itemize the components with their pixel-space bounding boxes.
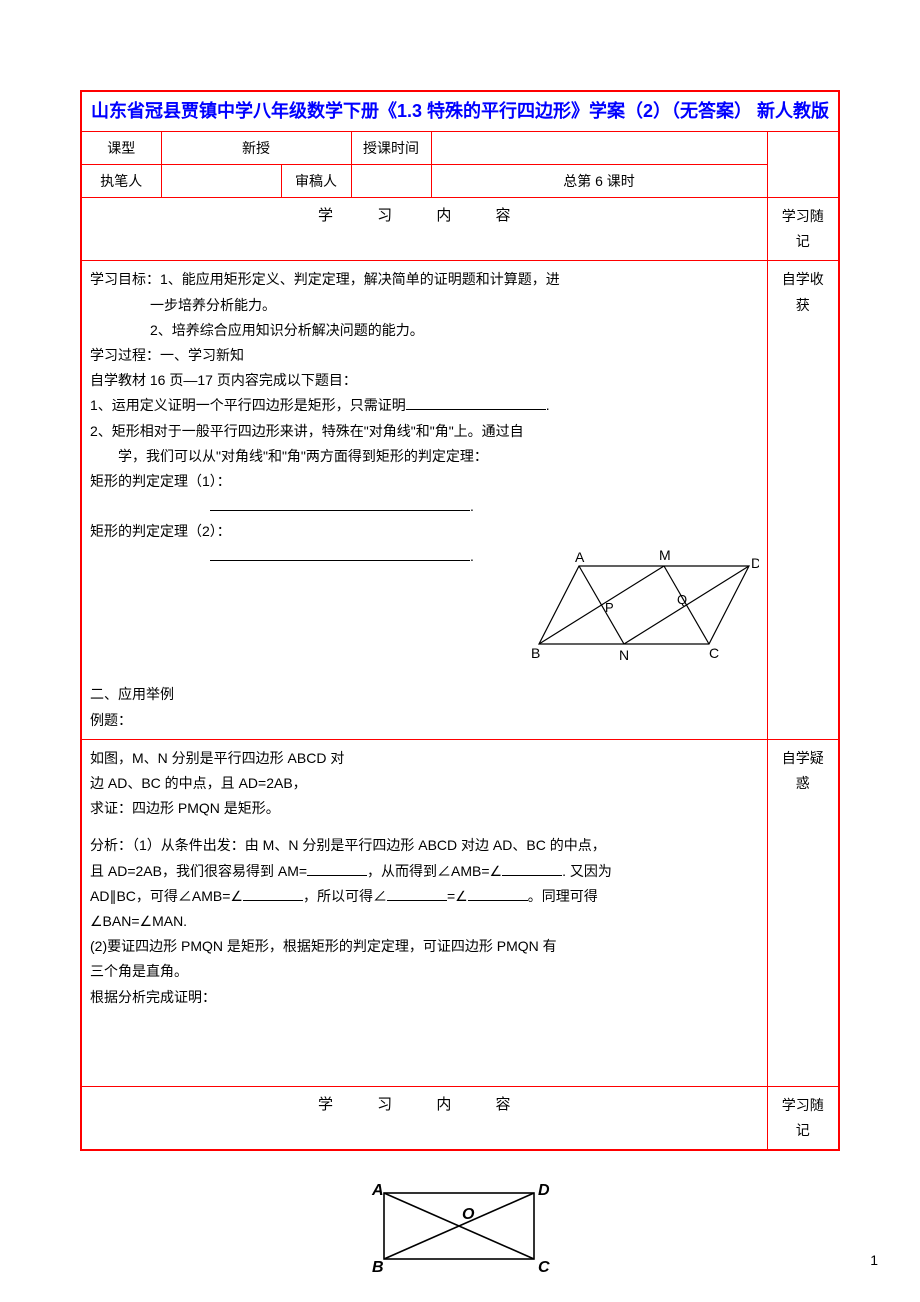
page-number: 1 xyxy=(870,1252,878,1268)
field-summary: 总第 6 课时 xyxy=(431,165,767,198)
side-label-1: 学习随记 xyxy=(767,198,839,261)
field-label-ketype: 课型 xyxy=(81,132,161,165)
svg-text:O: O xyxy=(462,1206,475,1223)
svg-text:D: D xyxy=(538,1182,550,1199)
worksheet-table: 山东省冠县贾镇中学八年级数学下册《1.3 特殊的平行四边形》学案（2）（无答案）… xyxy=(80,90,840,1151)
field-val-writer xyxy=(161,165,281,198)
section-header-2: 学 习 内 容 xyxy=(81,1086,767,1150)
svg-text:M: M xyxy=(659,548,671,563)
svg-text:B: B xyxy=(531,645,540,661)
svg-text:C: C xyxy=(709,645,719,661)
side-label-3: 自学疑惑 xyxy=(767,739,839,1086)
parallelogram-diagram: A M D B N C P Q xyxy=(529,548,759,678)
document-title: 山东省冠县贾镇中学八年级数学下册《1.3 特殊的平行四边形》学案（2）（无答案）… xyxy=(81,91,839,132)
blank-a4 xyxy=(387,887,447,901)
svg-text:A: A xyxy=(371,1182,384,1199)
blank-1 xyxy=(406,396,546,410)
svg-text:A: A xyxy=(575,549,585,565)
side-label-2: 自学收获 xyxy=(767,261,839,739)
side-label-4: 学习随记 xyxy=(767,1086,839,1150)
blank-a3 xyxy=(243,887,303,901)
svg-text:C: C xyxy=(538,1259,550,1276)
svg-text:N: N xyxy=(619,647,629,663)
svg-text:Q: Q xyxy=(677,592,687,607)
field-val-teachtime xyxy=(431,132,767,165)
svg-text:B: B xyxy=(372,1259,384,1276)
section-header-1: 学 习 内 容 xyxy=(81,198,767,261)
blank-a1 xyxy=(307,862,367,876)
svg-text:P: P xyxy=(605,600,614,615)
field-val-reviewer xyxy=(351,165,431,198)
field-val-ketype: 新授 xyxy=(161,132,351,165)
rectangle-diagram: A D B C O xyxy=(360,1179,560,1279)
blank-a5 xyxy=(468,887,528,901)
field-label-writer: 执笔人 xyxy=(81,165,161,198)
content-block-2: 如图，M、N 分别是平行四边形 ABCD 对 边 AD、BC 的中点，且 AD=… xyxy=(81,739,767,1086)
field-label-reviewer: 审稿人 xyxy=(281,165,351,198)
blank-a2 xyxy=(502,862,562,876)
blank-theorem-2 xyxy=(210,547,470,561)
content-block-1: 学习目标：1、能应用矩形定义、判定定理，解决简单的证明题和计算题，进 一步培养分… xyxy=(81,261,767,739)
field-label-teachtime: 授课时间 xyxy=(351,132,431,165)
blank-theorem-1 xyxy=(210,497,470,511)
svg-text:D: D xyxy=(751,555,759,571)
